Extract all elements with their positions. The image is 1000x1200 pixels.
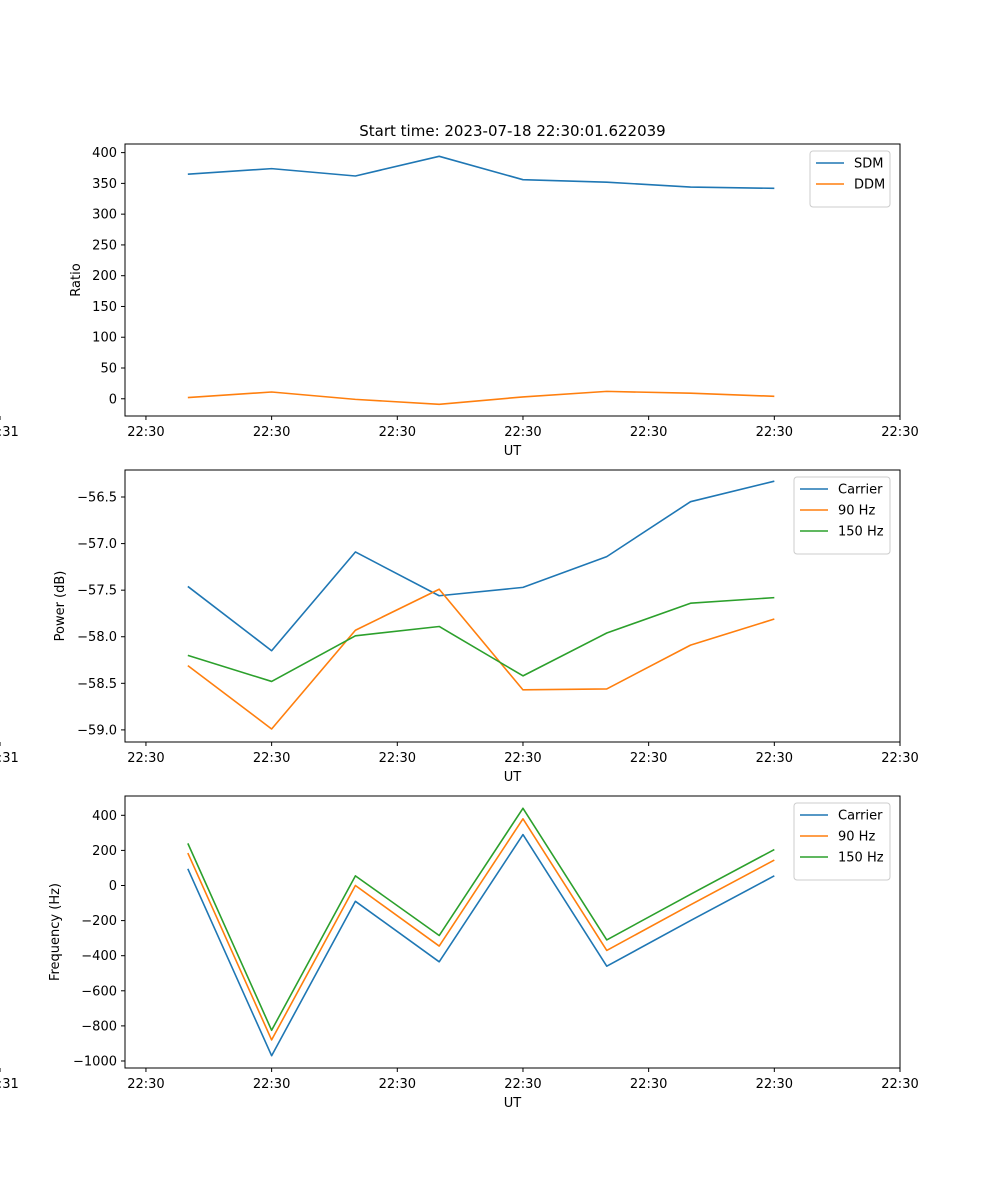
y-tick-label: 400	[92, 809, 117, 824]
plot-frame	[124, 795, 901, 1069]
x-tick-label: 22:30	[127, 1077, 164, 1092]
y-tick-label: −600	[81, 984, 117, 999]
x-tick-label: 22:30	[630, 1077, 667, 1092]
y-tick-label: 50	[100, 362, 117, 377]
x-tick-label: 22:30	[379, 751, 416, 766]
x-axis-label: UT	[504, 444, 522, 459]
x-axis-label: UT	[504, 1096, 522, 1111]
figure-title: Start time: 2023-07-18 22:30:01.622039	[359, 122, 665, 140]
x-tick-label: 22:30	[881, 425, 918, 440]
x-tick-label: 22:30	[630, 425, 667, 440]
y-tick-label: −400	[81, 949, 117, 964]
chart-panel-3: 22:30 22:30 22:30 22:30 22:30 22:30 22:30 22:31…	[0, 795, 919, 1111]
chart-panel-1: 22:30 22:30 22:30 22:30 22:30 22:30 22:30 22:31…	[0, 143, 919, 459]
x-tick-label: 22:30	[881, 1077, 918, 1092]
series-line-90-hz	[187, 818, 775, 1041]
y-tick-label: −1000	[73, 1054, 117, 1069]
legend-label: DDM	[854, 178, 885, 193]
legend-label: Carrier	[838, 809, 883, 824]
legend-label: 150 Hz	[838, 525, 884, 540]
x-tick-label: 22:30	[379, 1077, 416, 1092]
y-tick-label: −58.5	[77, 677, 117, 692]
x-tick-label: 22:30	[504, 425, 541, 440]
y-tick-label: 300	[92, 208, 117, 223]
y-tick-label: 350	[92, 177, 117, 192]
x-tick-label: 22:30	[630, 751, 667, 766]
y-tick-label: 250	[92, 238, 117, 253]
x-tick-label: 22:30	[881, 751, 918, 766]
legend-label: Carrier	[838, 483, 883, 498]
x-tick-label: 22:30	[756, 751, 793, 766]
legend: Carrier 90 Hz 150 Hz	[793, 476, 891, 555]
legend-label: 150 Hz	[838, 851, 884, 866]
y-tick-label: −57.0	[77, 537, 117, 552]
x-tick-label: 22:30	[504, 751, 541, 766]
legend: Carrier 90 Hz 150 Hz	[793, 802, 891, 881]
legend-label: SDM	[854, 157, 883, 172]
y-tick-label: 0	[109, 879, 117, 894]
x-tick-label: 22:31	[0, 425, 19, 440]
y-tick-label: 200	[92, 269, 117, 284]
y-tick-label: −57.5	[77, 584, 117, 599]
x-tick-label: 22:30	[127, 425, 164, 440]
series-line-ddm	[187, 390, 775, 406]
legend-label: 90 Hz	[838, 830, 875, 845]
y-tick-label: 150	[92, 300, 117, 315]
legend: SDM DDM	[809, 150, 891, 208]
x-tick-label: 22:31	[0, 751, 19, 766]
y-axis-label: Frequency (Hz)	[48, 883, 63, 981]
x-tick-label: 22:30	[253, 1077, 290, 1092]
x-tick-label: 22:30	[756, 425, 793, 440]
x-tick-label: 22:30	[504, 1077, 541, 1092]
series-line-carrier	[187, 480, 775, 652]
series-line-sdm	[187, 155, 775, 190]
y-tick-label: −56.5	[77, 491, 117, 506]
x-tick-label: 22:30	[253, 751, 290, 766]
series-line-90-hz	[187, 588, 775, 730]
y-tick-label: 400	[92, 146, 117, 161]
y-tick-label: −800	[81, 1019, 117, 1034]
legend-box	[793, 476, 891, 555]
y-tick-label: 0	[109, 392, 117, 407]
x-tick-label: 22:30	[379, 425, 416, 440]
x-axis-label: UT	[504, 770, 522, 785]
legend-label: 90 Hz	[838, 504, 875, 519]
legend-box	[809, 150, 891, 208]
y-axis-label: Power (dB)	[53, 571, 68, 642]
x-tick-label: 22:30	[127, 751, 164, 766]
y-tick-label: 200	[92, 844, 117, 859]
series-line-150-hz	[187, 596, 775, 683]
x-tick-label: 22:31	[0, 1077, 19, 1092]
x-tick-label: 22:30	[253, 425, 290, 440]
plot-frame	[124, 143, 901, 417]
chart-panel-2: 22:30 22:30 22:30 22:30 22:30 22:30 22:30 22:31…	[0, 469, 919, 785]
y-tick-label: 100	[92, 331, 117, 346]
series-line-carrier	[187, 833, 775, 1057]
y-tick-label: −200	[81, 914, 117, 929]
plot-frame	[124, 469, 901, 743]
y-tick-label: −59.0	[77, 723, 117, 738]
series-line-150-hz	[187, 807, 775, 1032]
y-tick-label: −58.0	[77, 630, 117, 645]
legend-box	[793, 802, 891, 881]
x-tick-label: 22:30	[756, 1077, 793, 1092]
y-axis-label: Ratio	[69, 263, 84, 296]
